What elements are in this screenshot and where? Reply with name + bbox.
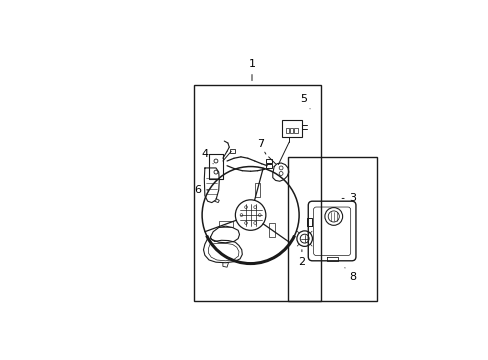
Text: 7: 7 — [256, 139, 265, 154]
Bar — [289, 128, 293, 133]
Bar — [287, 157, 376, 301]
Text: 3: 3 — [342, 193, 356, 203]
Text: 4: 4 — [201, 149, 213, 164]
Text: 8: 8 — [344, 268, 356, 283]
Text: 5: 5 — [299, 94, 309, 109]
Bar — [294, 128, 297, 133]
Text: 2: 2 — [298, 250, 305, 267]
Bar — [265, 159, 271, 163]
Bar — [219, 221, 232, 227]
Bar — [254, 183, 260, 197]
Bar — [285, 128, 288, 133]
Bar — [193, 85, 321, 301]
Text: 6: 6 — [194, 185, 207, 195]
Bar — [265, 164, 271, 168]
Bar — [230, 149, 235, 153]
Bar — [282, 120, 302, 137]
Text: 1: 1 — [248, 59, 255, 81]
Bar — [269, 223, 274, 237]
